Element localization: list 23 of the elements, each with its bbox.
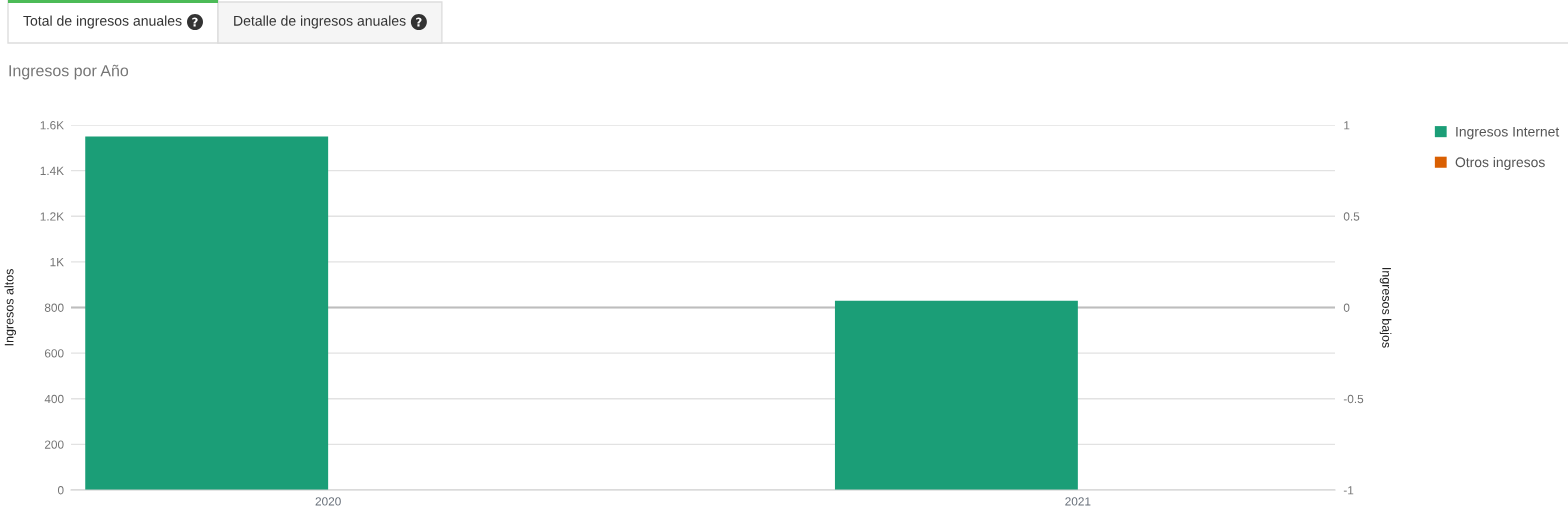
y-tick-label: 1K <box>50 258 64 267</box>
y2-tick-label: -0.5 <box>1343 394 1364 404</box>
text: Detalle de ingresos anuales <box>234 15 406 29</box>
y2-axis-title: Ingresos bajos <box>1379 268 1392 348</box>
x-tick-label: 2020 <box>315 497 341 506</box>
chart-title: Ingresos por Año <box>9 64 129 80</box>
text: Total de ingresos anuales <box>23 15 182 29</box>
y-tick-label: 1.6K <box>40 121 64 130</box>
y-tick-label: 0 <box>57 486 64 495</box>
y-tick-label: 600 <box>44 349 64 358</box>
y-tick-label: 1.4K <box>40 166 64 175</box>
y2-tick-label: 1 <box>1344 121 1350 130</box>
y-tick-label: 400 <box>44 394 64 404</box>
y2-tick-label: 0.5 <box>1343 212 1360 221</box>
legend-label: Ingresos Internet <box>1456 126 1560 140</box>
y-tick-label: 1.2K <box>40 212 64 221</box>
y2-tick-label: 0 <box>1343 303 1350 312</box>
y-tick-label: 800 <box>44 303 64 312</box>
x-tick-label: 2021 <box>1065 497 1091 506</box>
y-axis-title: Ingresos altos <box>4 269 17 346</box>
y2-tick-label: -1 <box>1343 486 1354 495</box>
legend-label: Otros ingresos <box>1455 156 1545 170</box>
y-tick-label: 200 <box>44 440 64 449</box>
